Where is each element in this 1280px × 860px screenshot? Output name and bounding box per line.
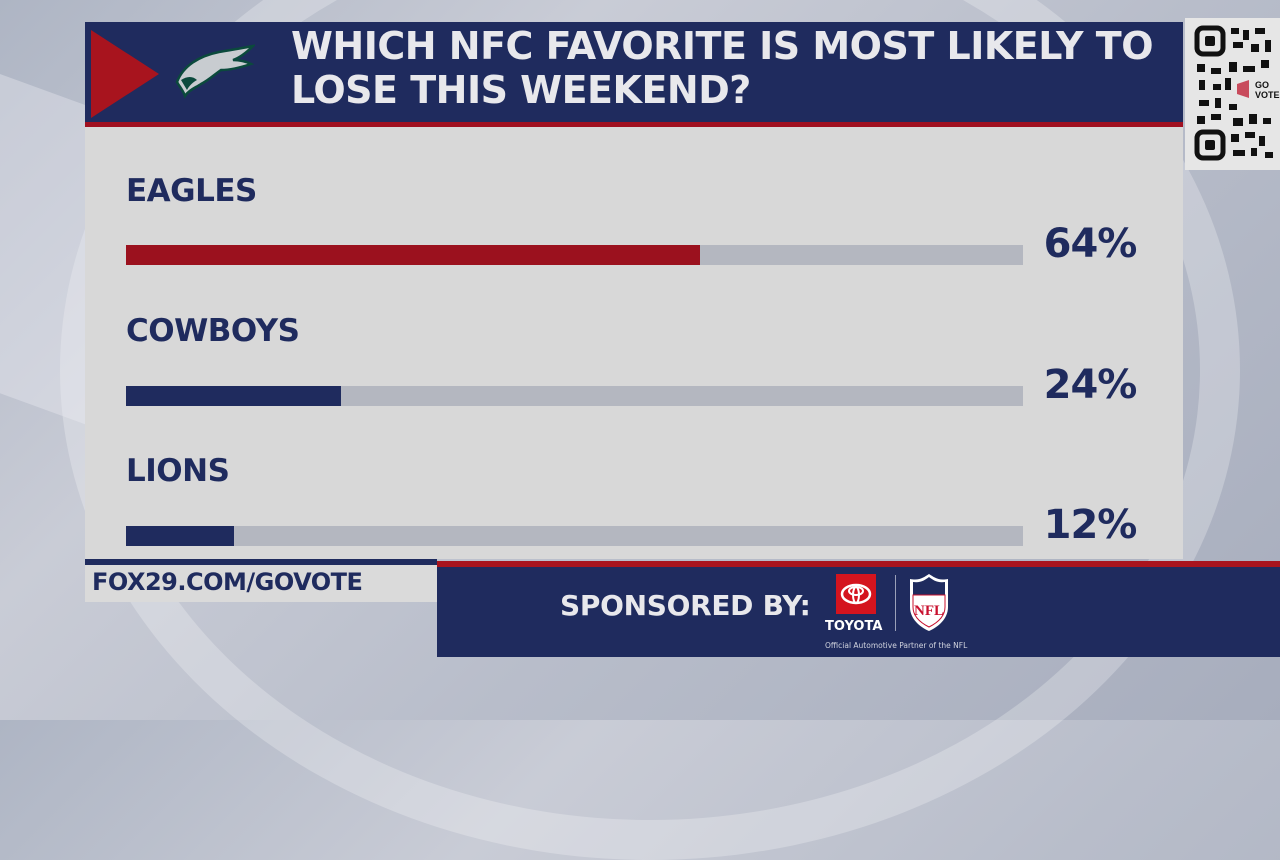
bar-fill-eagles bbox=[126, 245, 701, 265]
pct-lions: 12% bbox=[1043, 502, 1138, 548]
pct-eagles: 64% bbox=[1043, 221, 1138, 267]
pct-cowboys: 24% bbox=[1043, 362, 1138, 408]
vote-url[interactable]: FOX29.COM/GOVOTE bbox=[92, 568, 363, 596]
svg-text:NFL: NFL bbox=[914, 603, 944, 619]
toyota-logo-icon bbox=[836, 574, 876, 614]
sponsored-by-label: SPONSORED BY: bbox=[560, 589, 811, 622]
play-triangle-icon bbox=[91, 30, 159, 118]
results-panel: EAGLES 64% COWBOYS 24% LIONS 12% bbox=[85, 127, 1183, 559]
svg-text:GO: GO bbox=[1255, 80, 1269, 90]
poll-header: WHICH NFC FAVORITE IS MOST LIKELY TO LOS… bbox=[85, 22, 1183, 127]
bar-fill-cowboys bbox=[126, 386, 342, 406]
svg-text:VOTE: VOTE bbox=[1255, 90, 1280, 100]
sponsor-divider bbox=[895, 575, 896, 631]
bar-track-eagles bbox=[126, 245, 1023, 265]
row-label-eagles: EAGLES bbox=[126, 173, 257, 209]
qr-code[interactable]: GO VOTE bbox=[1185, 18, 1280, 170]
eagles-logo-icon bbox=[175, 44, 255, 99]
bar-track-lions bbox=[126, 526, 1023, 546]
title-line-2: LOSE THIS WEEKEND? bbox=[291, 68, 751, 112]
toyota-wordmark: TOYOTA bbox=[825, 619, 883, 634]
poll-title: WHICH NFC FAVORITE IS MOST LIKELY TO LOS… bbox=[291, 24, 1154, 112]
bar-track-cowboys bbox=[126, 386, 1023, 406]
sponsor-bar: SPONSORED BY: TOYOTA NFL Official Automo… bbox=[437, 561, 1280, 657]
vote-url-bar[interactable]: FOX29.COM/GOVOTE bbox=[85, 559, 437, 602]
qr-code-icon: GO VOTE bbox=[1194, 25, 1280, 161]
row-label-lions: LIONS bbox=[126, 453, 230, 489]
bar-fill-lions bbox=[126, 526, 234, 546]
nfl-shield-icon: NFL bbox=[910, 574, 948, 631]
title-line-1: WHICH NFC FAVORITE IS MOST LIKELY TO bbox=[291, 24, 1154, 68]
row-label-cowboys: COWBOYS bbox=[126, 313, 300, 349]
partner-text: Official Automotive Partner of the NFL bbox=[825, 641, 968, 650]
